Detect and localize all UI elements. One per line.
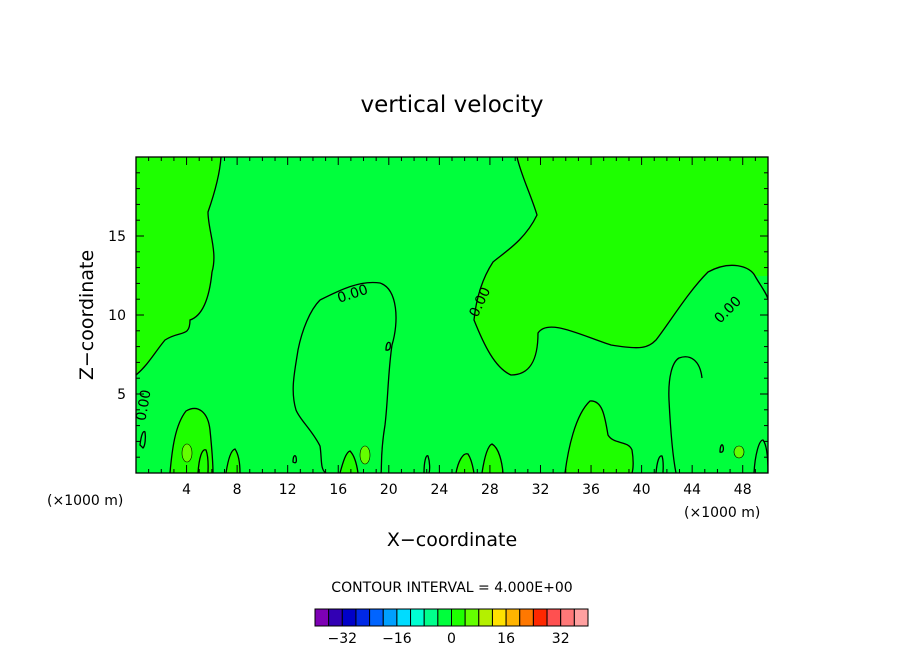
zero-contours bbox=[136, 157, 768, 473]
x-tick-label: 36 bbox=[582, 482, 600, 498]
contour-line bbox=[139, 430, 147, 449]
colorbar-swatch bbox=[451, 608, 466, 627]
contour-line bbox=[719, 444, 725, 453]
colorbar-swatch bbox=[410, 608, 425, 627]
colorbar-swatch bbox=[341, 608, 357, 627]
contour-line bbox=[136, 157, 222, 376]
contour-interval-text: CONTOUR INTERVAL = 4.000E+00 bbox=[331, 580, 572, 596]
contour-line bbox=[668, 356, 703, 473]
x-unit-right: (×1000 m) bbox=[684, 505, 760, 521]
contour-line bbox=[339, 450, 359, 473]
contour-line bbox=[292, 455, 298, 464]
contour-line bbox=[423, 455, 431, 473]
contour-line bbox=[481, 443, 504, 473]
x-tick-label: 20 bbox=[380, 482, 398, 498]
contour-line bbox=[564, 400, 634, 473]
y-tick-label: 5 bbox=[117, 387, 126, 403]
contour-line bbox=[473, 157, 768, 376]
positive-bubble bbox=[565, 400, 634, 473]
x-tick-label: 28 bbox=[481, 482, 499, 498]
contour-line bbox=[292, 281, 397, 473]
strong-positive-spot bbox=[359, 445, 371, 465]
contour-line bbox=[455, 453, 475, 473]
negative-region bbox=[136, 157, 768, 473]
colorbar-swatch bbox=[382, 608, 398, 627]
colorbar-swatch bbox=[560, 608, 575, 627]
colorbar-swatch bbox=[355, 608, 371, 627]
colorbar-swatch bbox=[423, 608, 439, 627]
colorbar-swatch bbox=[505, 608, 521, 627]
colorbar-swatch bbox=[573, 608, 589, 627]
y-tick-label: 15 bbox=[108, 229, 126, 245]
contour-line bbox=[197, 449, 209, 473]
chart-title: vertical velocity bbox=[361, 92, 544, 118]
colorbar-swatch bbox=[519, 608, 534, 627]
contour-line bbox=[169, 407, 214, 473]
x-tick-label: 44 bbox=[683, 482, 701, 498]
x-tick-label: 24 bbox=[430, 482, 448, 498]
positive-bubble bbox=[226, 449, 240, 473]
colorbar-swatch bbox=[314, 608, 330, 627]
positive-bubble bbox=[456, 453, 474, 473]
colorbar-swatch bbox=[328, 608, 343, 627]
contour-line bbox=[225, 448, 241, 473]
y-axis-label: Z−coordinate bbox=[76, 250, 98, 380]
colorbar-tick-label: −16 bbox=[382, 631, 412, 647]
x-tick-label: 12 bbox=[279, 482, 297, 498]
x-tick-label: 32 bbox=[532, 482, 550, 498]
x-tick-label: 8 bbox=[233, 482, 242, 498]
strong-positive-spot bbox=[733, 445, 745, 459]
y-tick-label: 10 bbox=[108, 308, 126, 324]
colorbar-swatch bbox=[369, 608, 384, 627]
strong-positive-spot bbox=[181, 443, 193, 463]
colorbar-tick-label: 0 bbox=[447, 631, 456, 647]
x-tick-label: 40 bbox=[633, 482, 651, 498]
x-tick-label: 16 bbox=[329, 482, 347, 498]
colorbar-swatch bbox=[491, 608, 507, 627]
plot-area: 0.00 0.00 0.00 0.00 4 8 12 16 20 24 28 32 36 40 44… bbox=[108, 156, 769, 498]
x-unit-left: (×1000 m) bbox=[47, 493, 123, 509]
contour-line bbox=[655, 455, 664, 473]
colorbar-swatch bbox=[437, 608, 453, 627]
contour-label: 0.00 bbox=[133, 389, 154, 422]
colorbar-tick-label: −32 bbox=[328, 631, 358, 647]
x-axis-label: X−coordinate bbox=[387, 529, 517, 551]
colorbar-swatch bbox=[396, 608, 412, 627]
contour-line bbox=[385, 341, 392, 351]
x-tick-label: 48 bbox=[734, 482, 752, 498]
positive-bubble bbox=[170, 408, 213, 473]
colorbar-swatch bbox=[532, 608, 548, 627]
x-tick-label: 4 bbox=[182, 482, 191, 498]
colorbar: −32 −16 0 16 32 bbox=[314, 608, 589, 647]
colorbar-tick-label: 32 bbox=[552, 631, 570, 647]
colorbar-swatch bbox=[464, 608, 480, 627]
colorbar-tick-label: 16 bbox=[497, 631, 515, 647]
colorbar-swatch bbox=[546, 608, 562, 627]
colorbar-swatch bbox=[478, 608, 493, 627]
